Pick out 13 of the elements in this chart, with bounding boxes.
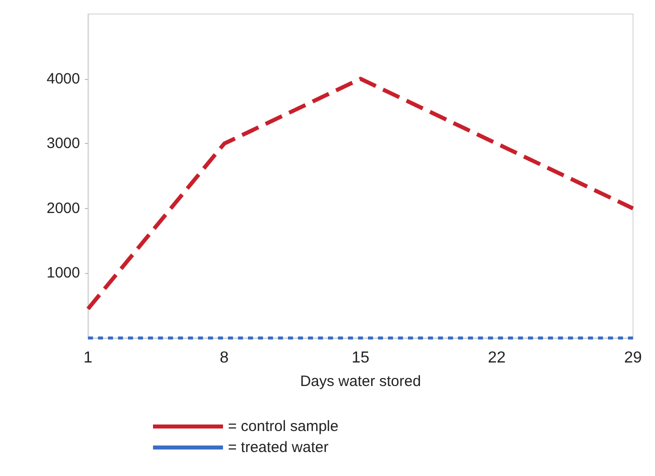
x-tick-label: 15: [352, 350, 370, 366]
line-series: [86, 76, 635, 311]
legend-label: = treated water: [228, 439, 328, 456]
x-axis-title: Days water stored: [300, 373, 421, 390]
y-tick-label: 2000: [46, 200, 80, 217]
y-tick-label: 3000: [46, 135, 80, 152]
legend-label: = control sample: [228, 418, 338, 435]
y-tick-label: 4000: [46, 70, 80, 88]
x-tick-label: 1: [84, 350, 93, 366]
x-tick-label: 29: [624, 350, 642, 366]
x-tick-label: 22: [488, 350, 506, 366]
y-tick-label: 1000: [46, 264, 80, 282]
x-tick-label: 8: [220, 350, 229, 366]
